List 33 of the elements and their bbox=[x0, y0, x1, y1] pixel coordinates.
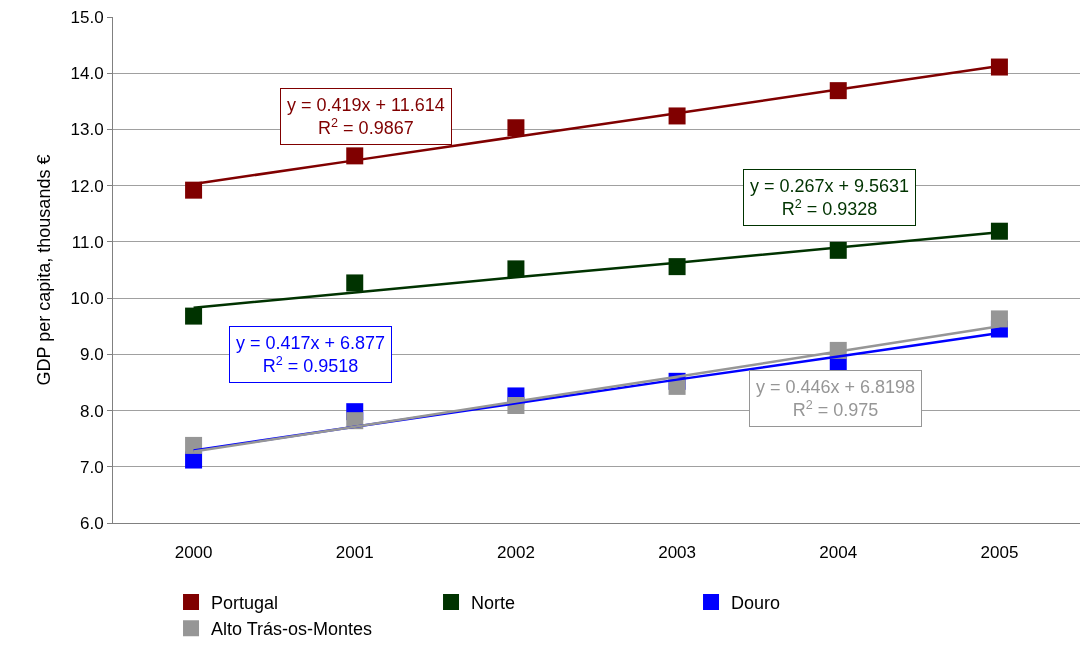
point bbox=[346, 274, 364, 292]
y-axis-title: GDP per capita, thousands € bbox=[33, 154, 54, 386]
legend-label: Portugal bbox=[211, 592, 279, 613]
legend-label: Douro bbox=[731, 592, 781, 613]
y-tick-label: 9.0 bbox=[79, 345, 104, 365]
y-tick-label: 8.0 bbox=[79, 401, 104, 421]
x-tick-label: 2005 bbox=[980, 543, 1019, 563]
point bbox=[507, 260, 525, 278]
x-tick-label: 2003 bbox=[658, 543, 696, 563]
point bbox=[990, 222, 1008, 240]
y-tick-label: 12.0 bbox=[70, 176, 104, 196]
y-tick-label: 11.0 bbox=[71, 232, 104, 252]
point bbox=[990, 310, 1008, 328]
y-tick-label: 7.0 bbox=[79, 457, 104, 477]
annotation: y = 0.267x + 9.5631 R$^{2}$ = 0.9328 bbox=[750, 176, 910, 220]
y-tick-label: 6.0 bbox=[79, 513, 104, 533]
annotation: y = 0.419x + 11.614 R$^{2}$ = 0.9867 bbox=[287, 95, 445, 139]
point bbox=[185, 181, 203, 199]
x-tick-label: 2000 bbox=[174, 543, 213, 563]
y-tick-label: 15.0 bbox=[70, 7, 104, 27]
y-tick-label: 14.0 bbox=[70, 64, 104, 84]
annotation: y = 0.446x + 6.8198 R$^{2}$ = 0.975 bbox=[756, 377, 916, 421]
x-tick-label: 2002 bbox=[497, 543, 535, 563]
point bbox=[507, 119, 525, 137]
x-tick-label: 2004 bbox=[819, 543, 858, 563]
legend-label: Alto Trás-os-Montes bbox=[211, 619, 373, 640]
point bbox=[185, 307, 203, 325]
annotation: y = 0.417x + 6.877 R$^{2}$ = 0.9518 bbox=[236, 333, 386, 377]
y-tick-label: 10.0 bbox=[70, 289, 104, 309]
x-tick-label: 2001 bbox=[335, 543, 374, 563]
point bbox=[990, 58, 1008, 76]
legend-label: Norte bbox=[471, 592, 516, 613]
y-tick-label: 13.0 bbox=[70, 120, 104, 140]
